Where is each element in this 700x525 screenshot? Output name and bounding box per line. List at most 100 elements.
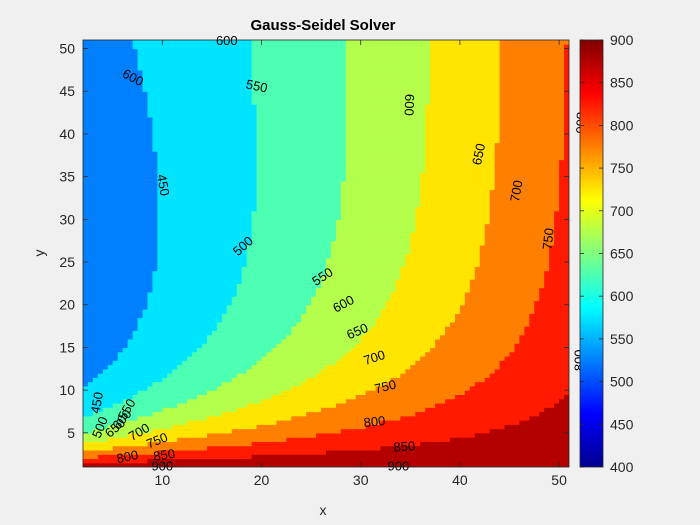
contour-cell [246, 321, 253, 327]
contour-cell [117, 296, 124, 302]
contour-cell [132, 317, 139, 323]
contour-cell [147, 86, 154, 92]
contour-cell [296, 99, 302, 105]
contour-cell [97, 193, 104, 199]
contour-cell [202, 279, 208, 284]
contour-cell [162, 108, 168, 114]
contour-cell [301, 176, 307, 182]
contour-cell [316, 112, 322, 118]
contour-cell [296, 202, 302, 208]
contour-cell [137, 343, 144, 349]
contour-cell [276, 210, 282, 216]
contour-cell [231, 360, 238, 366]
contour-cell [216, 176, 223, 182]
contour-cell [281, 125, 287, 131]
contour-cell [122, 82, 129, 88]
contour-cell [301, 309, 307, 314]
contour-cell [152, 95, 158, 101]
contour-cell [301, 437, 307, 442]
contour-cell [246, 445, 253, 451]
contour-cell [251, 133, 258, 139]
contour-cell [192, 420, 198, 425]
contour-cell [261, 125, 268, 131]
contour-cell [147, 441, 154, 447]
contour-cell [216, 125, 223, 131]
contour-cell [261, 197, 268, 203]
contour-cell [157, 108, 163, 114]
contour-cell [117, 420, 124, 425]
contour-cell [281, 206, 287, 212]
contour-cell [301, 411, 307, 417]
contour-cell [112, 244, 119, 250]
contour-cell [83, 338, 89, 344]
contour-cell [321, 40, 327, 45]
contour-cell [132, 202, 139, 208]
contour-cell [241, 398, 248, 404]
contour-cell [221, 402, 228, 408]
contour-cell [102, 236, 109, 242]
contour-cell [246, 458, 253, 464]
contour-cell [306, 168, 312, 173]
contour-cell [142, 326, 149, 331]
contour-cell [231, 257, 238, 263]
contour-cell [192, 116, 198, 122]
contour-cell [142, 104, 149, 109]
contour-cell [182, 244, 188, 250]
contour-cell [221, 91, 228, 97]
contour-cell [206, 355, 213, 361]
contour-cell [291, 69, 297, 75]
contour-cell [246, 57, 253, 62]
contour-cell [306, 133, 312, 139]
contour-cell [202, 82, 208, 88]
contour-cell [301, 104, 307, 109]
contour-cell [326, 437, 332, 442]
contour-cell [256, 227, 263, 233]
contour-cell [152, 40, 158, 45]
contour-cell [226, 360, 233, 366]
contour-cell [107, 163, 114, 169]
contour-cell [102, 40, 109, 45]
contour-cell [127, 129, 134, 135]
contour-cell [211, 343, 218, 349]
contour-cell [127, 326, 134, 331]
contour-cell [286, 428, 292, 434]
contour-cell [296, 296, 302, 302]
contour-cell [321, 197, 327, 203]
contour-cell [316, 291, 322, 297]
contour-cell [281, 351, 287, 357]
contour-cell [202, 129, 208, 135]
contour-cell [276, 304, 282, 310]
contour-cell [157, 266, 163, 272]
contour-cell [117, 244, 124, 250]
contour-cell [251, 40, 258, 45]
contour-cell [167, 236, 173, 242]
contour-cell [211, 326, 218, 331]
contour-cell [157, 232, 163, 238]
contour-cell [177, 402, 183, 408]
contour-cell [177, 347, 183, 353]
contour-cell [226, 219, 233, 225]
contour-cell [157, 82, 163, 88]
contour-cell [286, 40, 292, 45]
contour-cell [107, 172, 114, 178]
contour-cell [137, 219, 144, 225]
contour-cell [192, 215, 198, 220]
contour-cell [197, 368, 203, 374]
contour-cell [107, 69, 114, 75]
contour-cell [127, 151, 134, 156]
contour-cell [306, 355, 312, 361]
contour-cell [286, 146, 292, 152]
contour-cell [127, 185, 134, 191]
contour-cell [276, 449, 282, 455]
contour-cell [306, 240, 312, 246]
contour-cell [202, 355, 208, 361]
contour-cell [177, 240, 183, 246]
contour-cell [211, 454, 218, 460]
contour-cell [301, 210, 307, 216]
contour-cell [152, 300, 158, 306]
contour-cell [122, 355, 129, 361]
contour-cell [296, 232, 302, 238]
contour-cell [316, 262, 322, 267]
contour-cell [87, 274, 94, 280]
contour-cell [211, 407, 218, 413]
